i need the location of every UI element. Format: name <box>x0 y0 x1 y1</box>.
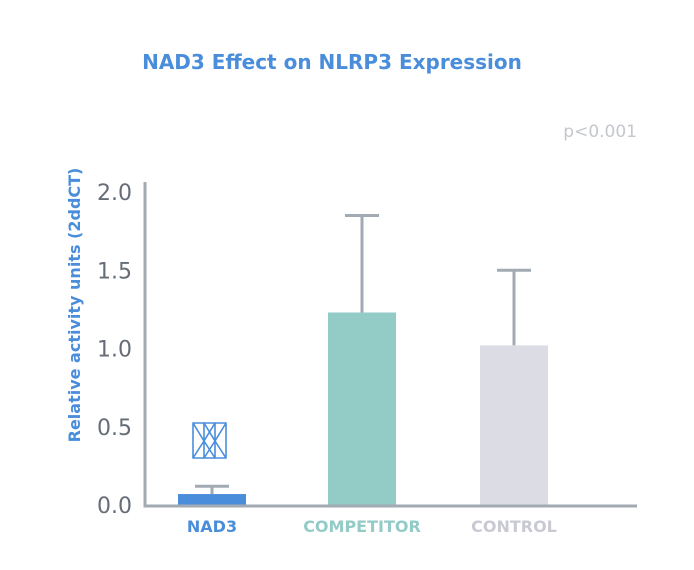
significance-annotation: p<0.001 <box>563 122 637 142</box>
y-tick-label: 0.5 <box>97 416 132 441</box>
bar-control <box>480 345 548 505</box>
y-tick-label: 0.0 <box>97 494 132 519</box>
bar-nad3 <box>178 494 246 505</box>
x-tick-label: NAD3 <box>187 517 237 536</box>
y-tick-label: 2.0 <box>97 181 132 206</box>
chart-title: NAD3 Effect on NLRP3 Expression <box>142 50 522 74</box>
y-tick-label: 1.5 <box>97 259 132 284</box>
y-axis-label: Relative activity units (2ddCT) <box>65 168 84 443</box>
y-tick-label: 1.0 <box>97 338 132 363</box>
x-tick-label: COMPETITOR <box>303 517 421 536</box>
bar-competitor <box>328 312 396 505</box>
x-tick-label: CONTROL <box>471 517 557 536</box>
nad3-molecule-logo <box>192 422 227 459</box>
